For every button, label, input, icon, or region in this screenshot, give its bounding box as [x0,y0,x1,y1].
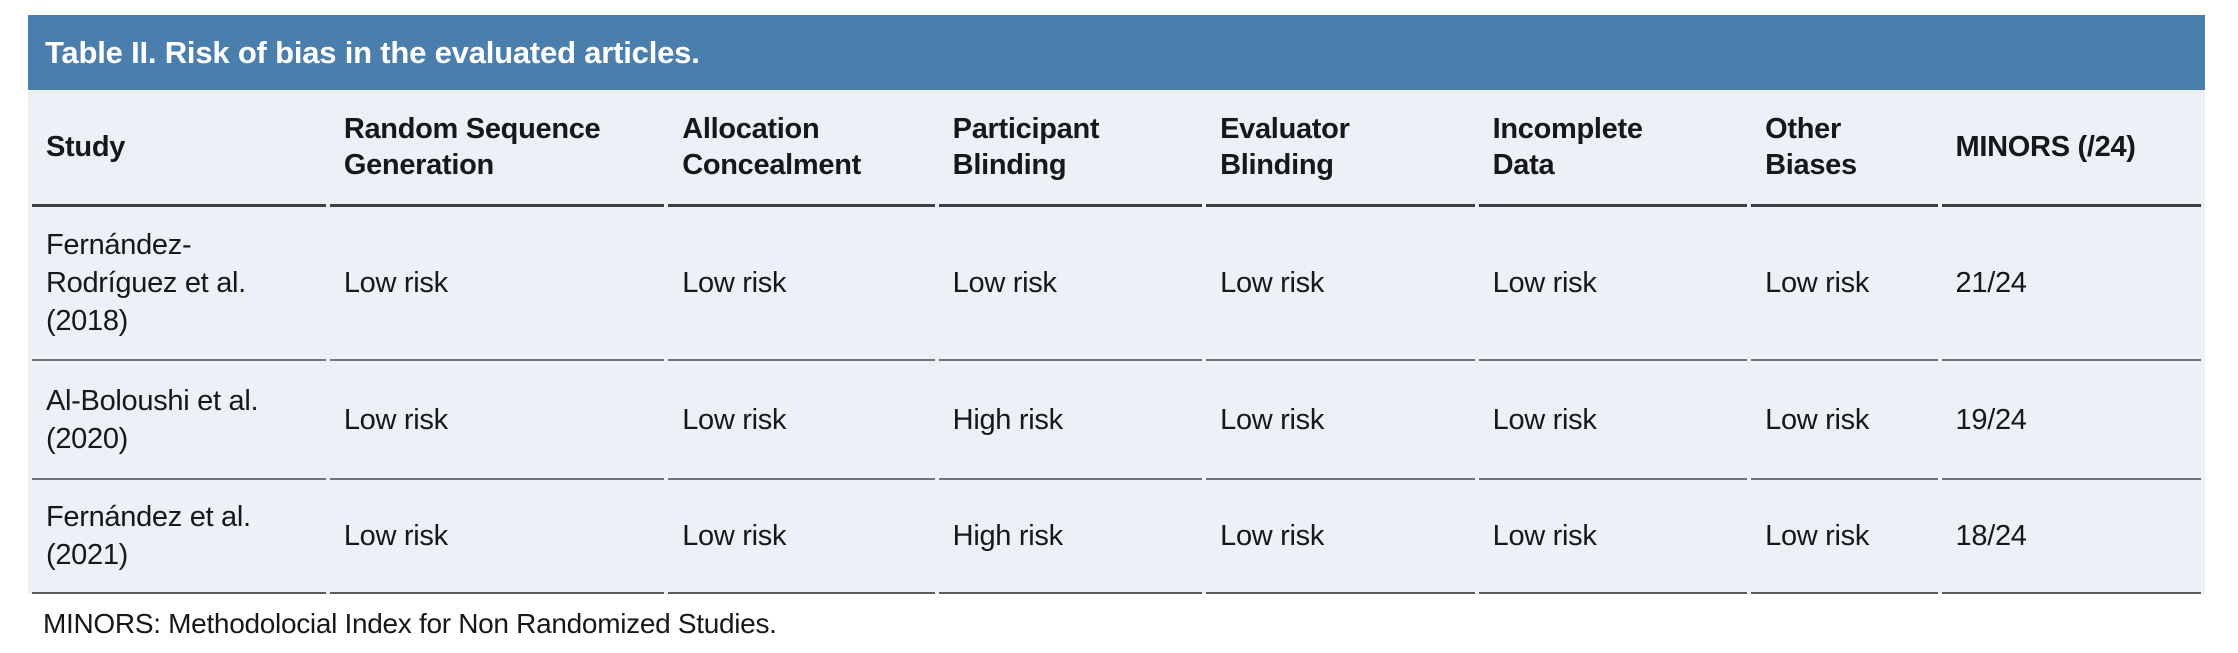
cell-study: Fernández et al. (2021) [32,480,326,594]
cell-allocation-concealment: Low risk [668,361,935,480]
risk-of-bias-table: Study Random Sequence Generation Allocat… [28,90,2205,594]
cell-allocation-concealment: Low risk [668,207,935,361]
column-header-evaluator-blinding: Evaluator Blinding [1206,90,1475,207]
cell-random-sequence-generation: Low risk [329,480,665,594]
cell-minors-score: 21/24 [1941,207,2201,361]
cell-random-sequence-generation: Low risk [329,361,665,480]
table-row: Fernández- Rodríguez et al. (2018) Low r… [32,207,2201,361]
column-header-study: Study [32,90,326,207]
cell-incomplete-data: Low risk [1478,207,1748,361]
table-title: Table II. Risk of bias in the evaluated … [45,34,700,70]
cell-random-sequence-generation: Low risk [329,207,665,361]
cell-study: Fernández- Rodríguez et al. (2018) [32,207,326,361]
cell-incomplete-data: Low risk [1478,480,1748,594]
column-header-allocation-concealment: Allocation Concealment [668,90,935,207]
table-row: Al-Boloushi et al. (2020) Low risk Low r… [32,361,2201,480]
cell-participant-blinding: Low risk [938,207,1203,361]
column-header-participant-blinding: Participant Blinding [938,90,1203,207]
column-header-incomplete-data: Incomplete Data [1478,90,1748,207]
column-header-other-biases: Other Biases [1751,90,1938,207]
cell-participant-blinding: High risk [938,361,1203,480]
cell-minors-score: 19/24 [1941,361,2201,480]
table-title-bar: Table II. Risk of bias in the evaluated … [28,15,2205,90]
table-row: Fernández et al. (2021) Low risk Low ris… [32,480,2201,594]
cell-evaluator-blinding: Low risk [1206,480,1475,594]
cell-incomplete-data: Low risk [1478,361,1748,480]
cell-minors-score: 18/24 [1941,480,2201,594]
cell-participant-blinding: High risk [938,480,1203,594]
cell-evaluator-blinding: Low risk [1206,361,1475,480]
cell-study: Al-Boloushi et al. (2020) [32,361,326,480]
cell-allocation-concealment: Low risk [668,480,935,594]
column-header-minors: MINORS (/24) [1941,90,2201,207]
table-footnote: MINORS: Methodolocial Index for Non Rand… [43,608,777,639]
cell-other-biases: Low risk [1751,480,1938,594]
risk-of-bias-table-figure: Table II. Risk of bias in the evaluated … [28,15,2205,640]
column-header-random-sequence-generation: Random Sequence Generation [329,90,665,207]
cell-other-biases: Low risk [1751,361,1938,480]
cell-other-biases: Low risk [1751,207,1938,361]
cell-evaluator-blinding: Low risk [1206,207,1475,361]
header-row: Study Random Sequence Generation Allocat… [32,90,2201,207]
